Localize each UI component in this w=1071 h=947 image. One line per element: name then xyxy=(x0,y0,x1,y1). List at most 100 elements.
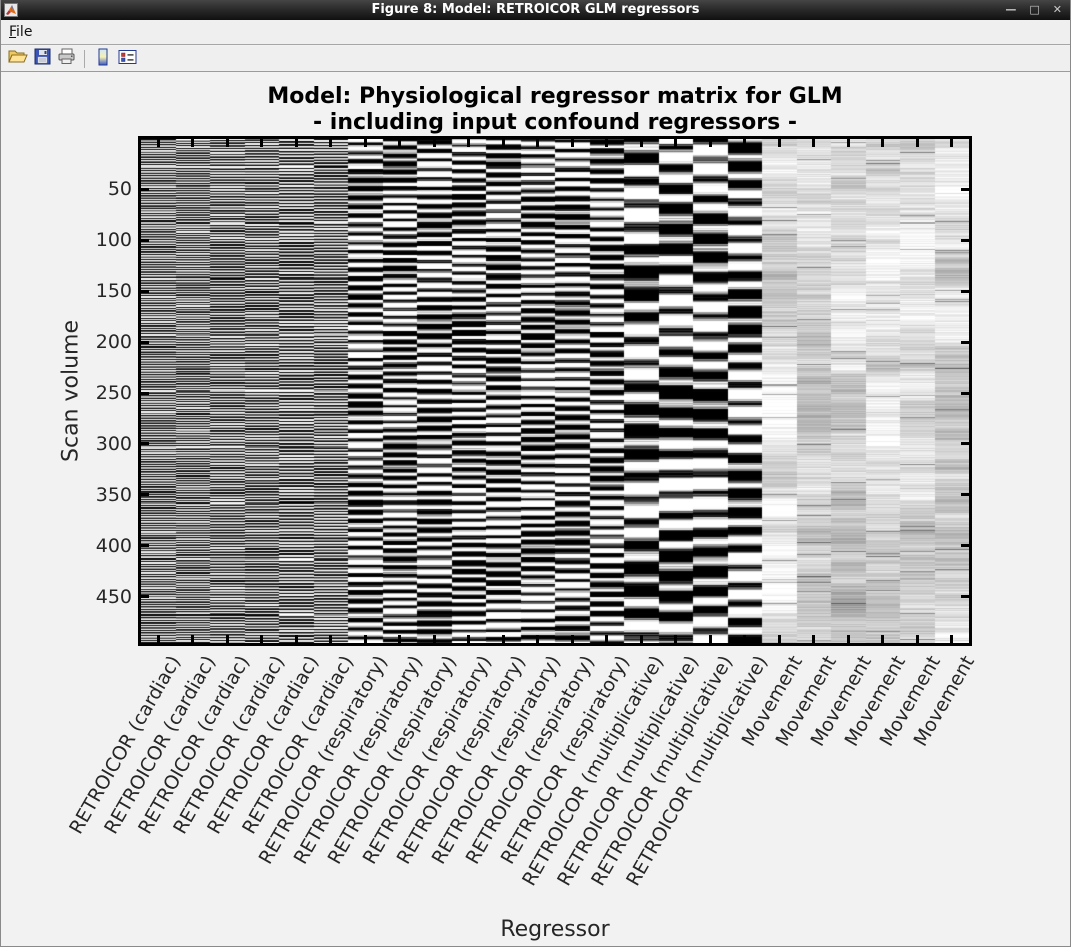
axis-tick xyxy=(501,139,505,147)
y-tick-label: 50 xyxy=(107,178,132,201)
axis-tick xyxy=(329,635,333,643)
axis-tick xyxy=(225,139,229,147)
axis-tick xyxy=(881,635,885,643)
axis-tick xyxy=(141,238,149,242)
axis-tick xyxy=(961,595,969,599)
regressor-matrix-plot xyxy=(138,136,972,646)
matlab-logo-icon xyxy=(4,3,18,17)
axis-tick xyxy=(961,289,969,293)
axis-tick xyxy=(743,139,747,147)
toolbar xyxy=(1,46,1070,72)
axis-tick xyxy=(605,635,609,643)
y-tick-label: 450 xyxy=(95,585,132,608)
axis-tick xyxy=(570,635,574,643)
print-icon xyxy=(57,48,76,69)
axis-tick xyxy=(639,139,643,147)
axis-tick xyxy=(141,595,149,599)
axis-tick xyxy=(363,635,367,643)
axis-tick xyxy=(156,139,160,147)
axis-tick xyxy=(570,139,574,147)
axis-tick xyxy=(639,635,643,643)
menu-bar: File xyxy=(1,20,1070,45)
window-titlebar: Figure 8: Model: RETROICOR GLM regressor… xyxy=(1,0,1070,20)
axis-tick xyxy=(950,635,954,643)
axis-tick xyxy=(141,442,149,446)
axis-tick xyxy=(294,139,298,147)
axis-tick xyxy=(743,635,747,643)
axis-tick xyxy=(156,635,160,643)
axis-tick xyxy=(674,139,678,147)
axis-tick xyxy=(363,139,367,147)
file-menu[interactable]: File xyxy=(9,24,33,40)
axis-tick xyxy=(950,139,954,147)
axis-tick xyxy=(432,635,436,643)
axis-tick xyxy=(432,139,436,147)
axis-tick xyxy=(777,635,781,643)
insert-colorbar-button[interactable] xyxy=(91,48,115,70)
axis-tick xyxy=(501,635,505,643)
axis-tick xyxy=(961,340,969,344)
axis-tick xyxy=(536,635,540,643)
plot-title: Model: Physiological regressor matrix fo… xyxy=(155,84,955,136)
axis-tick xyxy=(961,442,969,446)
axis-tick xyxy=(915,139,919,147)
axis-tick xyxy=(961,391,969,395)
toolbar-separator xyxy=(84,49,85,68)
minimize-button[interactable]: — xyxy=(1005,3,1017,16)
y-tick-label: 250 xyxy=(95,382,132,405)
axis-tick xyxy=(846,635,850,643)
axis-tick xyxy=(467,635,471,643)
axis-tick xyxy=(141,493,149,497)
axis-tick xyxy=(961,544,969,548)
close-button[interactable]: ✕ xyxy=(1052,3,1062,16)
axis-tick xyxy=(812,139,816,147)
maximize-button[interactable]: □ xyxy=(1029,3,1040,16)
colorbar-icon xyxy=(97,48,109,70)
y-tick-label: 200 xyxy=(95,331,132,354)
x-axis-label: Regressor xyxy=(500,917,610,942)
axis-tick xyxy=(881,139,885,147)
axis-tick xyxy=(141,391,149,395)
axis-tick xyxy=(915,635,919,643)
insert-legend-button[interactable] xyxy=(115,48,139,70)
axis-tick xyxy=(812,635,816,643)
figure-canvas-area: Model: Physiological regressor matrix fo… xyxy=(1,72,1070,946)
y-tick-label: 100 xyxy=(95,229,132,252)
axis-tick xyxy=(225,635,229,643)
regressor-matrix-canvas xyxy=(141,139,969,643)
y-tick-label: 150 xyxy=(95,280,132,303)
print-button[interactable] xyxy=(54,48,78,70)
save-button[interactable] xyxy=(30,48,54,70)
window-controls: — □ ✕ xyxy=(1005,0,1062,20)
axis-tick xyxy=(141,187,149,191)
axis-tick xyxy=(536,139,540,147)
axis-tick xyxy=(605,139,609,147)
axis-tick xyxy=(961,493,969,497)
axis-tick xyxy=(846,139,850,147)
axis-tick xyxy=(398,635,402,643)
window-title: Figure 8: Model: RETROICOR GLM regressor… xyxy=(371,2,700,17)
axis-tick xyxy=(329,139,333,147)
axis-tick xyxy=(141,289,149,293)
axis-tick xyxy=(961,187,969,191)
plot-title-line1: Model: Physiological regressor matrix fo… xyxy=(267,84,843,109)
axis-tick xyxy=(708,139,712,147)
legend-icon xyxy=(118,49,137,69)
axis-tick xyxy=(398,139,402,147)
plot-title-line2: - including input confound regressors - xyxy=(313,110,797,135)
open-button[interactable] xyxy=(6,48,30,70)
axis-tick xyxy=(141,544,149,548)
axis-tick xyxy=(961,238,969,242)
axis-tick xyxy=(191,635,195,643)
axis-tick xyxy=(777,139,781,147)
y-tick-label: 400 xyxy=(95,534,132,557)
y-tick-label: 350 xyxy=(95,483,132,506)
axis-tick xyxy=(708,635,712,643)
axis-tick xyxy=(141,340,149,344)
axis-tick xyxy=(260,635,264,643)
axis-tick xyxy=(294,635,298,643)
axis-tick xyxy=(191,139,195,147)
y-tick-label: 300 xyxy=(95,432,132,455)
save-floppy-icon xyxy=(34,48,51,69)
